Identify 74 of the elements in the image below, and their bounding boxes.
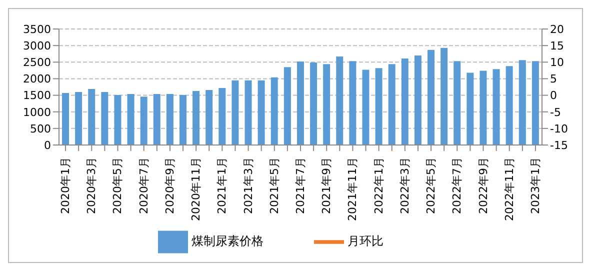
bar: [349, 61, 356, 145]
y2-tick-label: -5: [550, 106, 561, 119]
bar: [323, 64, 330, 145]
x-tick-label: 2022年1月: [372, 157, 386, 214]
bar: [232, 80, 239, 145]
bar: [414, 56, 422, 145]
bar: [480, 70, 487, 145]
legend-label: 煤制尿素价格: [192, 234, 264, 248]
y2-tick-label: -10: [550, 122, 568, 136]
x-tick-label: 2020年9月: [163, 157, 176, 214]
y2-tick-label: 10: [550, 56, 564, 70]
bar: [218, 88, 226, 145]
y-tick-label: 500: [30, 122, 51, 136]
y-tick-label: 1500: [23, 89, 51, 102]
x-tick-label: 2020年5月: [111, 157, 124, 214]
bar: [532, 61, 539, 145]
bar: [440, 48, 448, 145]
x-tick-label: 2021年1月: [216, 157, 229, 214]
bar: [518, 60, 526, 145]
x-tick-label: 2021年11月: [346, 157, 360, 221]
y2-tick-label: -15: [550, 138, 568, 152]
y-tick-label: 3000: [23, 39, 51, 52]
bar: [140, 96, 148, 145]
x-tick-label: 2021年9月: [320, 157, 334, 214]
bar: [454, 61, 461, 145]
x-tick-label: 2022年9月: [476, 157, 490, 214]
y2-tick-label: 15: [550, 39, 564, 52]
bar: [428, 50, 435, 145]
x-tick-label: 2023年1月: [528, 157, 542, 214]
bar: [362, 70, 370, 145]
x-tick-label: 2022年11月: [502, 157, 516, 221]
x-tick-label: 2020年11月: [190, 157, 203, 221]
bar: [258, 80, 265, 145]
y-tick-label: 2500: [23, 56, 51, 70]
y2-tick-label: 5: [550, 72, 557, 86]
y-tick-label: 2000: [23, 72, 51, 86]
bar: [153, 94, 160, 145]
bar: [492, 69, 500, 145]
bar: [75, 92, 82, 145]
x-tick-label: 2020年1月: [59, 157, 72, 214]
bar: [88, 88, 96, 145]
bar: [401, 58, 408, 145]
x-tick-label: 2021年7月: [294, 157, 307, 214]
bar: [270, 77, 278, 145]
x-tick-label: 2021年5月: [268, 157, 281, 214]
bar: [296, 61, 304, 145]
x-tick-label: 2022年7月: [450, 157, 464, 214]
bar: [244, 80, 252, 145]
bar: [166, 94, 174, 145]
x-tick-label: 2020年7月: [137, 157, 150, 214]
bar: [388, 64, 396, 145]
bar: [62, 92, 69, 145]
y2-tick-label: 20: [550, 22, 564, 36]
legend-label: 月环比: [348, 234, 384, 248]
bar: [127, 94, 134, 145]
y-tick-label: 1000: [23, 106, 51, 119]
x-tick-label: 2021年3月: [242, 157, 255, 214]
bar: [506, 66, 513, 145]
bar: [192, 90, 200, 145]
bar: [310, 62, 318, 145]
x-tick-label: 2022年5月: [424, 157, 438, 214]
y2-tick-label: 0: [550, 89, 557, 102]
bar: [336, 56, 344, 145]
bar: [206, 90, 213, 145]
bar: [114, 94, 122, 145]
x-tick-label: 2020年3月: [85, 157, 98, 214]
bar: [284, 67, 291, 145]
bar: [101, 92, 108, 145]
bar: [466, 72, 474, 145]
y-tick-label: 3500: [23, 22, 51, 36]
bar: [179, 94, 186, 145]
bar: [375, 68, 382, 145]
x-tick-label: 2022年3月: [398, 157, 412, 214]
y-tick-label: 0: [44, 138, 51, 152]
